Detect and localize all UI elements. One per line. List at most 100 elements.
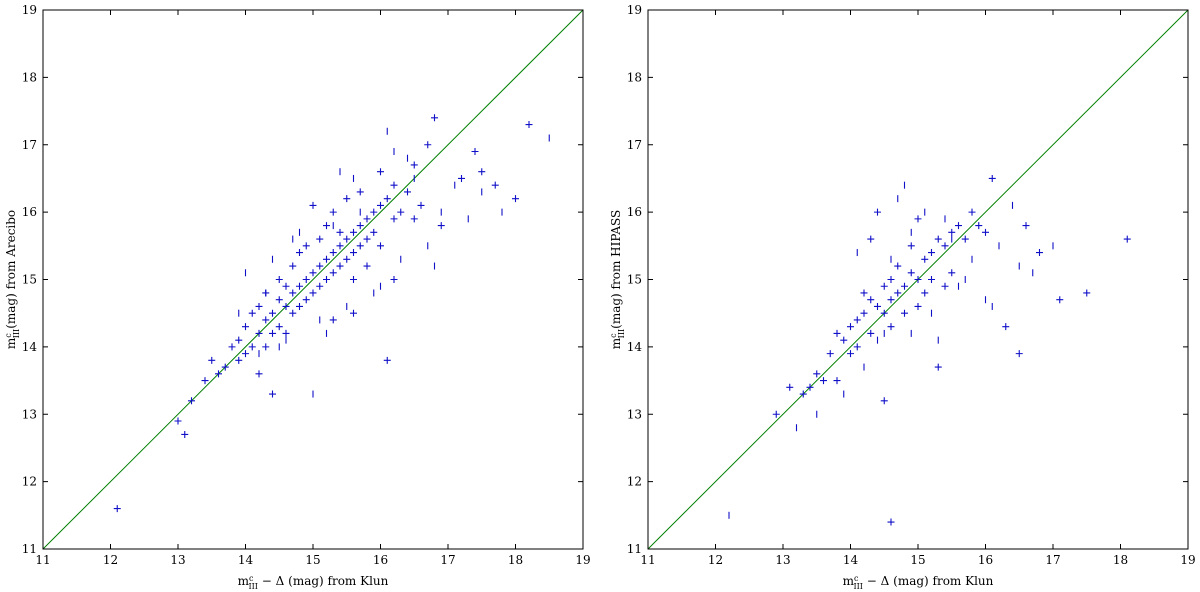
data-point-plus xyxy=(820,377,827,385)
data-point-plus xyxy=(350,249,357,257)
data-point-plus xyxy=(309,289,317,297)
data-point-plus xyxy=(262,343,270,351)
data-point-plus xyxy=(887,296,895,304)
y-tick-label: 18 xyxy=(627,70,642,84)
data-point-plus xyxy=(323,222,330,230)
x-tick-label: 11 xyxy=(640,553,655,567)
data-point-plus xyxy=(188,397,195,405)
data-point-plus xyxy=(961,235,969,243)
data-point-plus xyxy=(275,296,283,304)
data-point-plus xyxy=(867,235,875,243)
data-point-plus xyxy=(894,262,902,270)
data-point-plus xyxy=(874,208,881,216)
data-point-plus xyxy=(1083,289,1091,297)
data-point-plus xyxy=(907,269,915,277)
data-point-plus xyxy=(377,201,384,209)
y-axis-label: mcIII(mag) from Arecibo xyxy=(4,210,21,349)
data-point-plus xyxy=(853,316,861,324)
data-point-plus xyxy=(941,282,949,290)
data-point-plus xyxy=(262,316,270,324)
y-axis-label-text: (mag) from Arecibo xyxy=(4,210,18,329)
data-point-plus xyxy=(934,235,942,243)
y-tick-label: 19 xyxy=(22,3,37,17)
y-axis-label-group: mcIII(mag) from HIPASS xyxy=(609,210,626,349)
data-point-plus xyxy=(356,188,364,196)
data-point-plus xyxy=(512,195,519,203)
data-point-plus xyxy=(329,269,337,277)
data-point-plus xyxy=(799,390,807,398)
y-tick-label: 13 xyxy=(627,407,642,421)
data-point-plus xyxy=(302,242,310,250)
y-tick-label: 18 xyxy=(22,70,37,84)
y-tick-label: 12 xyxy=(22,475,37,489)
x-tick-label: 14 xyxy=(843,553,859,567)
x-tick-label: 18 xyxy=(508,553,523,567)
data-point-plus xyxy=(377,242,384,250)
x-tick-label: 15 xyxy=(910,553,925,567)
data-point-plus xyxy=(255,302,263,310)
y-axis-label-superscript: c xyxy=(4,333,13,338)
data-point-plus xyxy=(410,215,418,223)
data-point-plus xyxy=(934,363,942,371)
data-point-plus xyxy=(921,289,929,297)
x-axis-label-symbol: m xyxy=(238,574,250,588)
data-point-plus xyxy=(309,269,317,277)
data-point-plus xyxy=(941,242,949,250)
data-point-plus xyxy=(363,235,371,243)
data-point-plus xyxy=(181,430,189,438)
x-axis-label-text: − Δ (mag) from Klun xyxy=(258,574,389,588)
data-point-plus xyxy=(350,228,357,236)
x-axis-label-symbol: m xyxy=(843,574,855,588)
y-tick-label: 12 xyxy=(627,475,642,489)
x-tick-label: 16 xyxy=(373,553,388,567)
data-point-plus xyxy=(867,329,875,337)
y-axis-label-group: mcIII(mag) from Arecibo xyxy=(4,210,21,349)
x-tick-label: 17 xyxy=(440,553,455,567)
data-point-plus xyxy=(242,323,249,331)
y-tick-label: 16 xyxy=(627,205,642,219)
y-tick-label: 17 xyxy=(22,138,37,152)
data-point-plus xyxy=(289,309,297,317)
x-axis-label-subscript: III xyxy=(248,582,257,591)
y-tick-label: 14 xyxy=(22,340,38,354)
data-point-plus xyxy=(343,195,351,203)
x-tick-label: 15 xyxy=(305,553,320,567)
data-point-plus xyxy=(478,168,486,176)
data-point-plus xyxy=(248,309,256,317)
y-tick-label: 16 xyxy=(22,205,37,219)
data-point-plus xyxy=(282,329,290,337)
x-tick-label: 17 xyxy=(1045,553,1060,567)
data-point-plus xyxy=(874,302,881,310)
x-tick-label: 16 xyxy=(978,553,993,567)
x-axis-label-subscript: III xyxy=(853,582,862,591)
data-point-plus xyxy=(397,208,405,216)
data-point-plus xyxy=(880,397,888,405)
data-point-plus xyxy=(255,329,263,337)
data-point-plus xyxy=(786,383,794,391)
data-point-plus xyxy=(833,329,841,337)
y-tick-label: 15 xyxy=(627,273,642,287)
data-point-plus xyxy=(840,336,848,344)
y-tick-label: 19 xyxy=(627,3,642,17)
y-tick-label: 11 xyxy=(627,542,642,556)
x-axis-label-superscript: c xyxy=(854,574,859,583)
data-point-plus xyxy=(275,323,283,331)
y-axis-label-superscript: c xyxy=(609,333,618,338)
data-point-plus xyxy=(901,309,908,317)
data-point-plus xyxy=(887,276,895,283)
data-point-plus xyxy=(390,276,398,283)
data-point-plus xyxy=(404,188,411,196)
data-point-plus xyxy=(174,417,182,425)
data-point-plus xyxy=(968,208,976,216)
data-point-plus xyxy=(948,228,956,236)
data-point-plus xyxy=(390,181,398,189)
data-point-plus xyxy=(772,410,780,418)
data-point-plus xyxy=(860,289,868,297)
data-point-plus xyxy=(887,323,895,331)
data-point-plus xyxy=(1022,222,1030,230)
data-point-plus xyxy=(867,296,875,304)
data-point-plus xyxy=(813,370,821,378)
data-point-plus xyxy=(269,329,276,337)
